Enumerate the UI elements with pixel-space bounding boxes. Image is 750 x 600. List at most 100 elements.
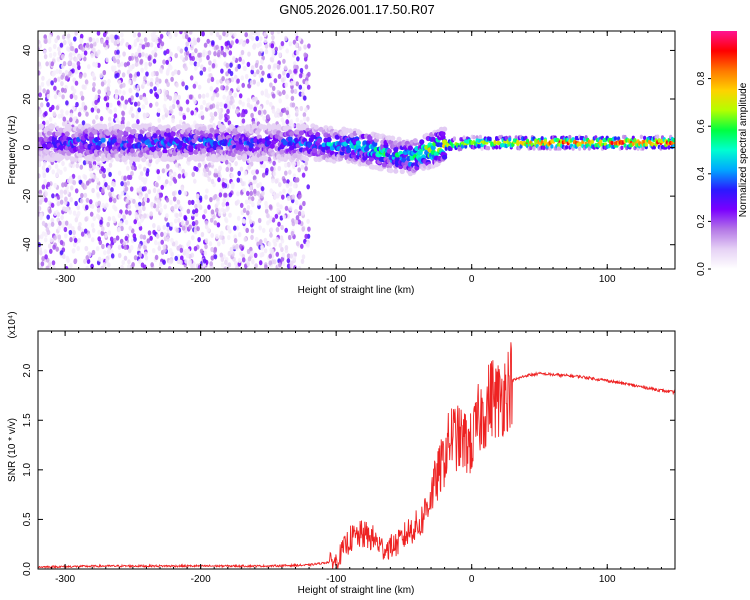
spectrogram-cell — [113, 206, 118, 212]
spectrogram-cell — [72, 210, 77, 216]
spectrogram-cell — [217, 241, 221, 247]
spectrogram-cell — [128, 73, 133, 79]
spectrogram-cell — [292, 80, 297, 86]
spectrogram-cell — [278, 242, 283, 248]
spectrogram-cell — [61, 160, 65, 167]
spectrogram-cell — [138, 174, 142, 181]
spectrogram-cell — [62, 220, 66, 226]
spectrogram-cell — [297, 266, 302, 269]
spectrogram-cell — [144, 255, 149, 261]
spectrogram-cell — [130, 170, 134, 177]
spectrogram-cell — [92, 47, 96, 53]
spectrogram-cell — [105, 102, 110, 108]
spectrogram-cell — [137, 201, 142, 207]
spectrogram-cell — [112, 217, 117, 224]
spectrogram-cell — [276, 202, 280, 208]
spectrogram-cell — [207, 133, 213, 139]
spectrogram-cell — [78, 107, 82, 113]
spectrogram-cell — [191, 171, 195, 177]
spectrogram-cell — [165, 69, 170, 75]
spectrogram-cell — [120, 181, 124, 187]
spectrogram-cell — [73, 258, 78, 264]
spectrogram-cell — [260, 77, 264, 83]
spectrogram-cell — [250, 112, 254, 118]
spectrogram-cell — [166, 222, 170, 228]
spectrogram-cell — [147, 189, 152, 195]
spectrogram-cell — [275, 193, 280, 199]
spectrogram-cell — [85, 42, 90, 48]
spectrogram-cell — [176, 46, 181, 52]
spectrogram-cell — [301, 254, 306, 260]
spectrogram-cell — [145, 71, 149, 77]
spectrogram-cell — [286, 179, 290, 185]
spectrogram-cell — [368, 156, 374, 162]
spectrogram-cell — [235, 108, 240, 114]
spectrogram-cell — [293, 88, 298, 94]
spectrogram-cell — [244, 73, 249, 80]
spectrogram-cell — [178, 212, 183, 218]
spectrogram-cell — [201, 126, 207, 132]
spectrogram-cell — [207, 204, 211, 210]
spectrogram-cell — [172, 176, 177, 182]
spectrogram-cell — [59, 189, 64, 195]
spectrogram-cell — [184, 46, 188, 52]
spectrogram-cell — [223, 192, 228, 198]
spectrogram-cell — [292, 183, 297, 189]
spectrogram-cell — [278, 52, 282, 58]
spectrogram-cell — [180, 186, 185, 192]
spectrogram-cell — [138, 225, 143, 231]
spectrogram-cell — [87, 64, 91, 70]
spectrogram-cell — [146, 197, 150, 203]
spectrogram-cell — [260, 90, 265, 96]
spectrogram-cell — [242, 65, 247, 71]
spectrogram-cell — [260, 59, 264, 65]
spectrogram-cell — [306, 116, 310, 122]
spectrogram-cell — [38, 92, 42, 98]
spectrogram-cell — [155, 233, 160, 239]
spectrogram-cell — [83, 105, 88, 111]
spectrogram-cell — [514, 135, 518, 140]
spectrogram-cell — [243, 236, 248, 242]
spectrogram-cell — [254, 96, 258, 102]
spectrogram-cell — [171, 103, 176, 110]
spectrogram-cell — [260, 186, 265, 192]
spectrogram-cell — [222, 197, 227, 203]
spectrogram-cell — [249, 31, 254, 36]
spectrogram-cell — [218, 192, 223, 198]
spectrogram-cell — [181, 225, 186, 231]
spectrogram-cell — [157, 88, 161, 94]
spectrogram-cell — [64, 75, 69, 81]
spectrogram-cell — [227, 262, 232, 268]
spectrogram-cell — [291, 122, 295, 129]
spectrogram-cell — [91, 227, 96, 233]
spectrogram-cell — [195, 166, 199, 172]
spectrogram-cell — [169, 199, 173, 205]
spectrogram-cell — [184, 258, 188, 264]
spectrogram-cell — [239, 166, 244, 172]
spectrogram-cell — [204, 238, 209, 244]
spectrogram-cell — [66, 178, 71, 184]
spectrogram-cell — [103, 204, 107, 210]
spectrogram-cell — [38, 234, 41, 240]
spectrogram-cell — [139, 38, 144, 45]
spectrogram-cell — [54, 163, 59, 169]
spectrogram-cell — [141, 44, 146, 50]
spectrogram-cell — [196, 226, 200, 232]
spectrogram-cell — [306, 184, 311, 190]
spectrogram-cell — [45, 265, 50, 269]
spectrogram-cell — [150, 71, 155, 77]
spectrogram-cell — [155, 101, 159, 107]
spectrogram-cell — [224, 117, 228, 123]
spectrogram-cell — [261, 172, 266, 178]
spectrogram-cell — [204, 194, 208, 200]
spectrogram-cell — [209, 197, 213, 203]
spectrogram-cell — [170, 76, 174, 82]
spectrogram-cell — [475, 135, 479, 140]
spectrogram-cell — [149, 81, 154, 87]
spectrogram-cell — [298, 130, 305, 136]
spectrogram-cell — [201, 31, 205, 37]
spectrogram-cell — [97, 256, 102, 262]
snr-series-line — [38, 342, 675, 569]
spectrogram-cell — [274, 213, 279, 219]
spectrogram-cell — [252, 175, 257, 181]
